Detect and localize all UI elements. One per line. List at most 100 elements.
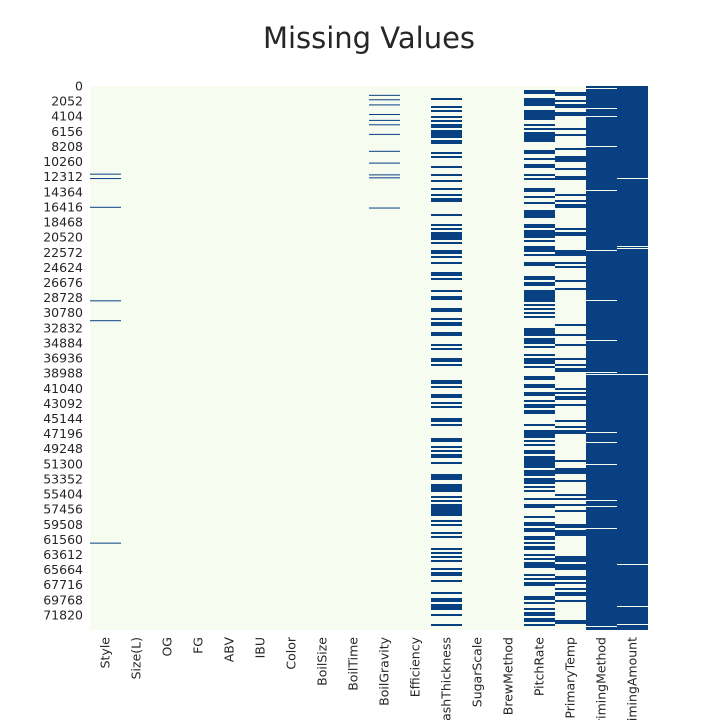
missing-cell	[524, 290, 555, 292]
missing-cell	[524, 278, 555, 280]
missing-cell	[524, 358, 555, 360]
y-axis: 0205241046156820810260123121436416416184…	[43, 79, 83, 623]
missing-cell	[555, 358, 586, 360]
missing-cell	[431, 608, 462, 610]
missing-cell	[431, 242, 462, 244]
y-tick-label: 36936	[43, 351, 83, 366]
missing-cell	[555, 280, 586, 282]
missing-cell	[555, 592, 586, 594]
missing-cell	[555, 472, 586, 474]
missing-cell	[90, 542, 121, 544]
missing-cell	[524, 524, 555, 526]
missing-cell	[431, 382, 462, 384]
missing-cell	[524, 136, 555, 138]
missing-cell	[524, 564, 555, 566]
missing-cell	[431, 124, 462, 126]
missing-cell	[555, 396, 586, 398]
missing-cell	[524, 530, 555, 532]
missing-cell	[555, 558, 586, 560]
missing-cell	[524, 264, 555, 266]
missing-cell	[524, 360, 555, 362]
y-tick-label: 51300	[43, 456, 83, 471]
x-tick-label: PrimingMethod	[594, 637, 609, 720]
missing-cell	[555, 148, 586, 150]
missing-cell	[524, 118, 555, 120]
missing-cell	[431, 552, 462, 554]
missing-cell	[431, 574, 462, 576]
missing-cell	[555, 112, 586, 114]
missing-cell	[431, 214, 462, 216]
missing-cell	[524, 472, 555, 474]
missing-cell	[431, 296, 462, 298]
missing-cell	[555, 94, 586, 96]
missing-cell	[431, 454, 462, 456]
present-cell	[586, 626, 617, 627]
y-tick-label: 26676	[43, 275, 83, 290]
missing-cell	[431, 406, 462, 408]
missing-cell	[555, 600, 586, 602]
x-tick-label: Size(L)	[129, 637, 144, 679]
y-tick-label: 61560	[43, 532, 83, 547]
missing-cell	[524, 582, 555, 584]
missing-cell	[524, 116, 555, 118]
missing-cell	[555, 398, 586, 400]
missing-cell	[524, 134, 555, 136]
missing-cell	[524, 190, 555, 192]
missing-cell	[431, 536, 462, 538]
missing-cell	[524, 188, 555, 190]
missing-cell	[524, 300, 555, 302]
missing-cell	[524, 98, 555, 100]
present-cell	[586, 442, 617, 443]
y-tick-label: 10260	[43, 154, 83, 169]
missing-cell	[431, 364, 462, 366]
missing-cell	[524, 458, 555, 460]
missing-cell	[524, 620, 555, 622]
missing-cell	[524, 466, 555, 468]
missing-cell	[555, 494, 586, 496]
y-tick-label: 53352	[43, 471, 83, 486]
missing-cell	[431, 188, 462, 190]
missing-cell	[369, 177, 400, 179]
missing-cell	[555, 324, 586, 326]
missing-cell	[524, 132, 555, 134]
missing-cell	[431, 318, 462, 320]
missing-cell	[431, 298, 462, 300]
missing-cell	[524, 584, 555, 586]
missing-cell	[524, 236, 555, 238]
missing-cell	[524, 392, 555, 394]
missing-cell	[524, 140, 555, 142]
y-tick-label: 16416	[43, 199, 83, 214]
missing-cell	[555, 364, 586, 366]
missing-cell	[555, 404, 586, 406]
x-tick-label: SugarScale	[470, 637, 485, 708]
missing-cell	[431, 344, 462, 346]
missing-cell	[524, 546, 555, 548]
missing-cell	[431, 600, 462, 602]
missing-cell	[555, 588, 586, 590]
y-tick-label: 55404	[43, 487, 83, 502]
missing-cell	[431, 598, 462, 600]
missing-cell	[524, 470, 555, 472]
missing-cell	[431, 324, 462, 326]
x-tick-label: PitchRate	[532, 637, 547, 696]
missing-cell	[431, 256, 462, 258]
missing-cell	[431, 568, 462, 570]
missing-cell	[555, 430, 586, 432]
y-tick-label: 4104	[51, 109, 83, 124]
missing-cell	[555, 556, 586, 558]
missing-cell	[524, 486, 555, 488]
present-cell	[617, 374, 648, 375]
missing-cell	[524, 366, 555, 368]
missing-cell	[524, 478, 555, 480]
missing-cell	[524, 230, 555, 232]
missing-cell	[524, 362, 555, 364]
heatmap-column-boilgravity	[369, 94, 400, 209]
y-tick-label: 47196	[43, 426, 83, 441]
missing-cell	[555, 576, 586, 578]
missing-cell	[524, 412, 555, 414]
missing-cell	[524, 166, 555, 168]
missing-cell	[555, 204, 586, 206]
missing-cell	[524, 480, 555, 482]
missing-cell	[369, 113, 400, 115]
missing-cell	[617, 86, 648, 630]
